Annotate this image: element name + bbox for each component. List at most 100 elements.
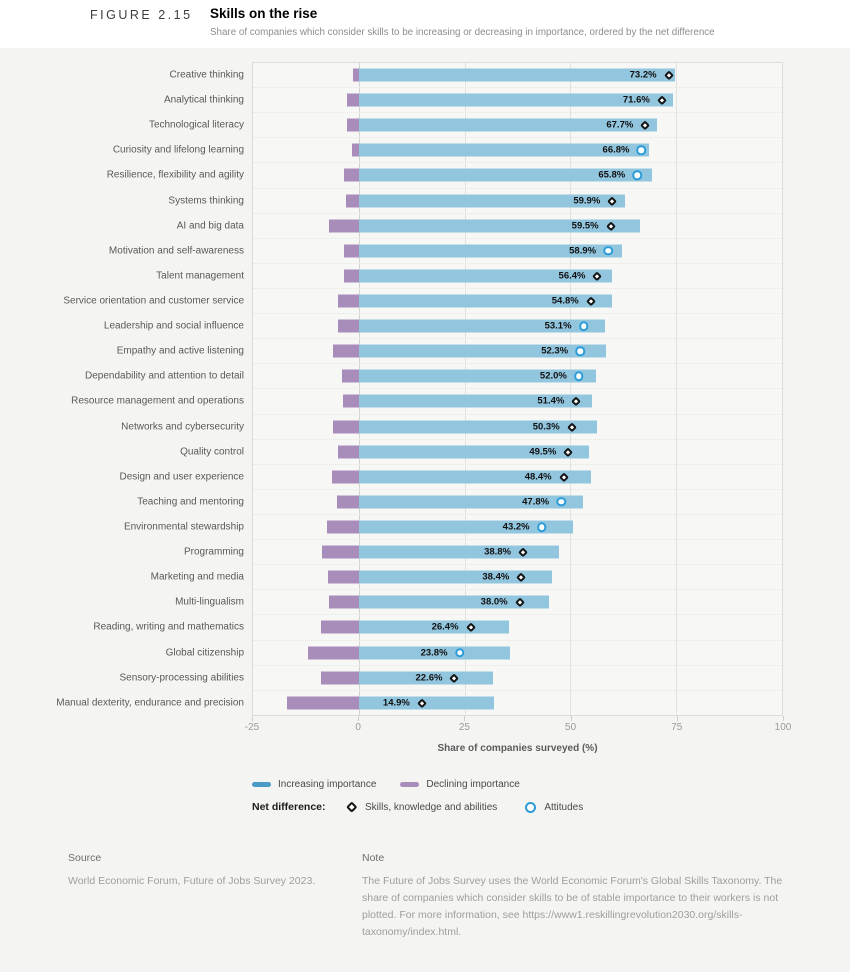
chart-row: Manual dexterity, endurance and precisio… [56, 691, 782, 715]
declining-swatch-icon [400, 782, 420, 787]
source-block: Source World Economic Forum, Future of J… [68, 852, 338, 941]
net-value-label: 65.8% [598, 169, 626, 181]
increasing-swatch-icon [252, 782, 271, 787]
skill-label: AI and big data [176, 220, 244, 232]
net-value-label: 43.2% [502, 521, 530, 533]
net-value-label: 67.7% [606, 119, 634, 131]
chart-row: Networks and cybersecurity 50.3% [121, 415, 782, 440]
net-value-label: 73.2% [629, 69, 657, 81]
increasing-bar [358, 194, 625, 208]
increasing-bar [358, 445, 590, 459]
chart-row: Teaching and mentoring 47.8% [137, 490, 782, 515]
net-value-label: 23.8% [420, 647, 448, 659]
skill-label: Technological literacy [148, 119, 244, 131]
net-value-label: 22.6% [415, 672, 443, 684]
chart-row: Reading, writing and mathematics 26.4% [93, 615, 782, 641]
legend-net-difference-row: Net difference: Skills, knowledge and ab… [252, 801, 783, 813]
chart-row: Dependability and attention to detail 52.… [85, 364, 782, 390]
chart-row: Empathy and active listening 52.3% [117, 339, 782, 365]
chart-row: Curiosity and lifelong learning 66.8% [113, 138, 782, 164]
chart-row: Leadership and social influence 53.1% [104, 314, 782, 340]
net-value-label: 48.4% [524, 471, 552, 483]
chart-row: Creative thinking 73.2% [170, 63, 782, 89]
net-value-label: 71.6% [622, 94, 650, 106]
legend-declining-label: Declining importance [426, 779, 520, 790]
net-value-label: 49.5% [529, 446, 557, 458]
increasing-bar [358, 319, 605, 333]
figure-number: FIGURE 2.15 [90, 8, 193, 22]
legend-item-declining: Declining importance [400, 779, 520, 790]
skill-label: Programming [183, 546, 244, 558]
tick-mark [358, 716, 360, 721]
figure-subtitle: Share of companies which consider skills… [210, 27, 715, 38]
net-marker-circle-icon [556, 497, 566, 507]
skill-label: Service orientation and customer service [63, 295, 244, 307]
chart-row: Systems thinking 59.9% [168, 189, 782, 214]
net-marker-circle-icon [536, 522, 547, 532]
skill-label: Teaching and mentoring [137, 496, 244, 508]
tick-mark [676, 716, 678, 721]
net-difference-label: Net difference: [252, 801, 326, 813]
net-value-label: 59.9% [573, 195, 601, 207]
x-axis-ticks: -25 0 25 50 75 100 [245, 716, 791, 734]
figure-footer: Source World Economic Forum, Future of J… [0, 852, 850, 941]
tick-label-100: 100 [774, 722, 792, 733]
declining-bar [286, 696, 359, 710]
increasing-bar [358, 168, 652, 182]
chart-row: Resilience, flexibility and agility 65.8% [107, 163, 782, 189]
note-heading: Note [362, 852, 385, 864]
increasing-bar [358, 219, 641, 233]
increasing-bar [358, 369, 596, 383]
declining-bar [328, 570, 359, 584]
net-marker-circle-icon [578, 321, 589, 331]
net-value-label: 56.4% [558, 270, 586, 282]
increasing-bar [358, 495, 584, 509]
chart-row: Environmental stewardship 43.2% [124, 515, 782, 541]
tick-mark [252, 716, 253, 721]
legend-series-row: Increasing importance Declining importan… [252, 779, 783, 790]
increasing-bar [358, 420, 598, 434]
skill-label: Motivation and self-awareness [108, 245, 244, 257]
declining-bar [352, 68, 359, 82]
net-value-label: 47.8% [522, 496, 550, 508]
declining-bar [343, 269, 359, 283]
declining-bar [329, 219, 359, 233]
figure-header: FIGURE 2.15 Skills on the rise Share of … [0, 0, 850, 48]
skill-label: Talent management [156, 270, 244, 282]
chart-row: Motivation and self-awareness 58.9% [109, 239, 782, 264]
net-value-label: 58.9% [569, 245, 597, 257]
declining-bar [332, 344, 359, 358]
chart-legend: Increasing importance Declining importan… [252, 779, 783, 813]
increasing-bar [358, 269, 613, 283]
declining-bar [347, 93, 359, 107]
chart-row: Analytical thinking 71.6% [164, 88, 782, 114]
net-marker-circle-icon [575, 346, 585, 356]
declining-bar [341, 369, 359, 383]
net-value-label: 14.9% [382, 697, 410, 709]
declining-bar [337, 445, 359, 459]
skill-label: Multi-lingualism [175, 596, 244, 608]
declining-bar [329, 595, 359, 609]
increasing-bar [358, 520, 573, 534]
declining-bar [333, 420, 359, 434]
skill-label: Design and user experience [119, 471, 244, 483]
tick-label-50: 50 [565, 722, 577, 733]
chart-row: Talent management 56.4% [156, 264, 782, 289]
skill-label: Global citizenship [165, 647, 244, 659]
declining-bar [322, 545, 359, 559]
skill-label: Analytical thinking [163, 94, 244, 106]
declining-bar [344, 244, 359, 258]
increasing-bar [358, 344, 607, 358]
x-axis-title: Share of companies surveyed (%) [437, 743, 598, 754]
net-value-label: 50.3% [532, 421, 560, 433]
increasing-bar [358, 143, 649, 157]
increasing-bar [358, 595, 550, 609]
tick-label-0: 0 [355, 722, 361, 733]
increasing-bar [358, 93, 674, 107]
increasing-bar [358, 570, 552, 584]
net-value-label: 38.0% [480, 596, 508, 608]
source-text: World Economic Forum, Future of Jobs Sur… [68, 875, 316, 887]
chart-row: Global citizenship 23.8% [166, 641, 782, 666]
declining-bar [337, 319, 359, 333]
skill-label: Manual dexterity, endurance and precisio… [56, 697, 244, 709]
